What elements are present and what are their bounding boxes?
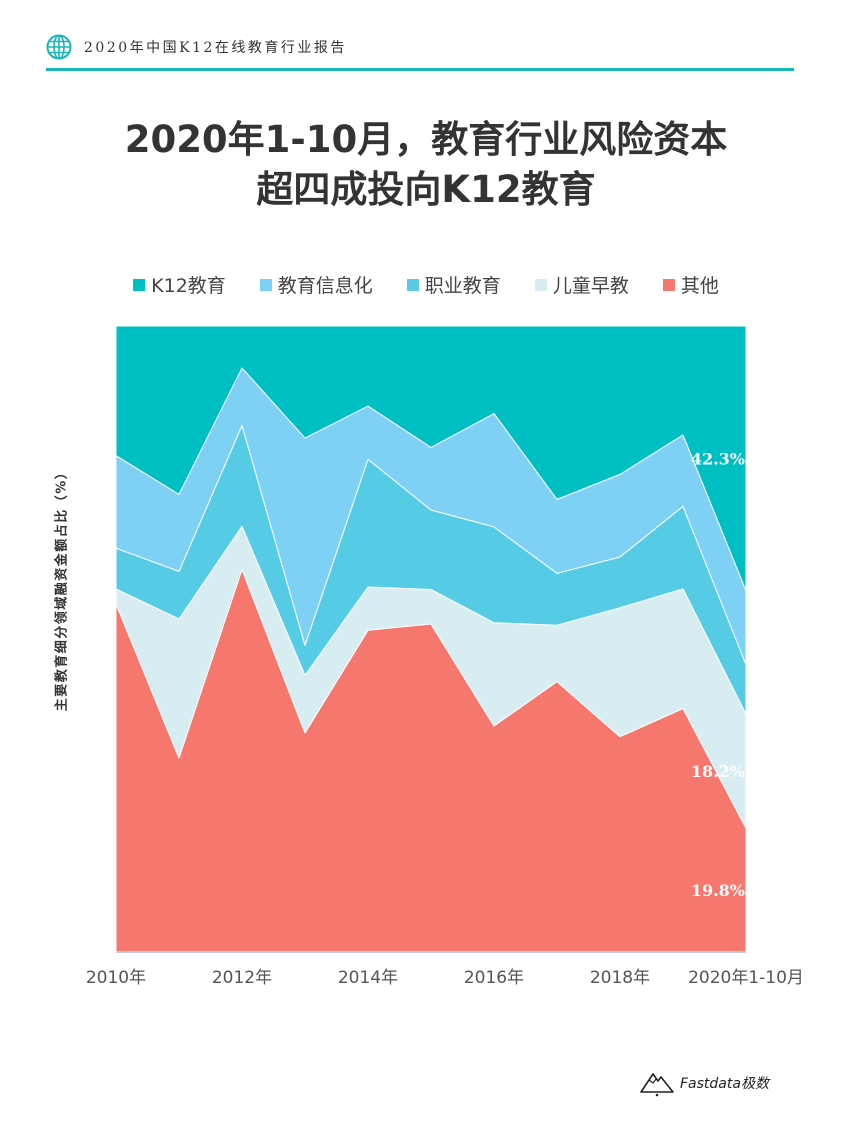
legend-label: K12教育 bbox=[151, 275, 226, 297]
x-axis-ticks: 2010年 2012年 2014年 2016年 2018年 2020年1-10月 bbox=[86, 968, 804, 988]
data-labels: 42.3% 18.2% 19.8% bbox=[691, 449, 745, 900]
legend-swatch bbox=[133, 278, 146, 291]
legend-item-4: 其他 bbox=[662, 271, 719, 298]
legend-swatch bbox=[662, 278, 675, 291]
data-label-1: 18.2% bbox=[691, 762, 745, 781]
chart-title-line-1: 2020年1-10月，教育行业风险资本 bbox=[124, 118, 728, 161]
footer-brand: Fastdata极数 bbox=[640, 1068, 769, 1098]
globe-icon bbox=[46, 34, 72, 60]
legend-item-3: 儿童早教 bbox=[534, 271, 629, 298]
legend-label: 儿童早教 bbox=[552, 275, 629, 297]
x-tick-label-3: 2016年 bbox=[464, 968, 524, 988]
data-label-0: 42.3% bbox=[691, 449, 745, 468]
x-tick-label-0: 2010年 bbox=[86, 968, 146, 988]
chart-legend: K12教育 教育信息化 职业教育 儿童早教 其他 bbox=[0, 271, 852, 298]
x-tick-label-1: 2012年 bbox=[212, 968, 272, 988]
legend-label: 教育信息化 bbox=[277, 275, 373, 297]
legend-item-0: K12教育 bbox=[133, 271, 226, 298]
legend-item-1: 教育信息化 bbox=[259, 271, 373, 298]
legend-swatch bbox=[406, 278, 419, 291]
x-tick-label-4: 2018年 bbox=[590, 968, 650, 988]
footer-brand-text: Fastdata极数 bbox=[680, 1076, 769, 1092]
legend-swatch bbox=[259, 278, 272, 291]
legend-label: 职业教育 bbox=[424, 275, 501, 297]
mountain-logo-icon bbox=[640, 1073, 674, 1097]
report-title: 2020年中国K12在线教育行业报告 bbox=[84, 40, 347, 56]
area-series-4 bbox=[115, 325, 747, 592]
area-series-group bbox=[115, 325, 747, 953]
data-label-2: 19.8% bbox=[691, 881, 745, 900]
header-divider bbox=[46, 68, 794, 71]
x-tick-label-2: 2014年 bbox=[338, 968, 398, 988]
legend-swatch bbox=[534, 278, 547, 291]
chart-title: 2020年1-10月，教育行业风险资本 超四成投向K12教育 bbox=[0, 115, 852, 215]
legend-label: 其他 bbox=[680, 275, 719, 297]
chart-title-line-2: 超四成投向K12教育 bbox=[256, 168, 596, 211]
x-tick-label-5: 2020年1-10月 bbox=[688, 968, 804, 988]
legend-item-2: 职业教育 bbox=[406, 271, 501, 298]
report-header: 2020年中国K12在线教育行业报告 bbox=[46, 32, 796, 62]
